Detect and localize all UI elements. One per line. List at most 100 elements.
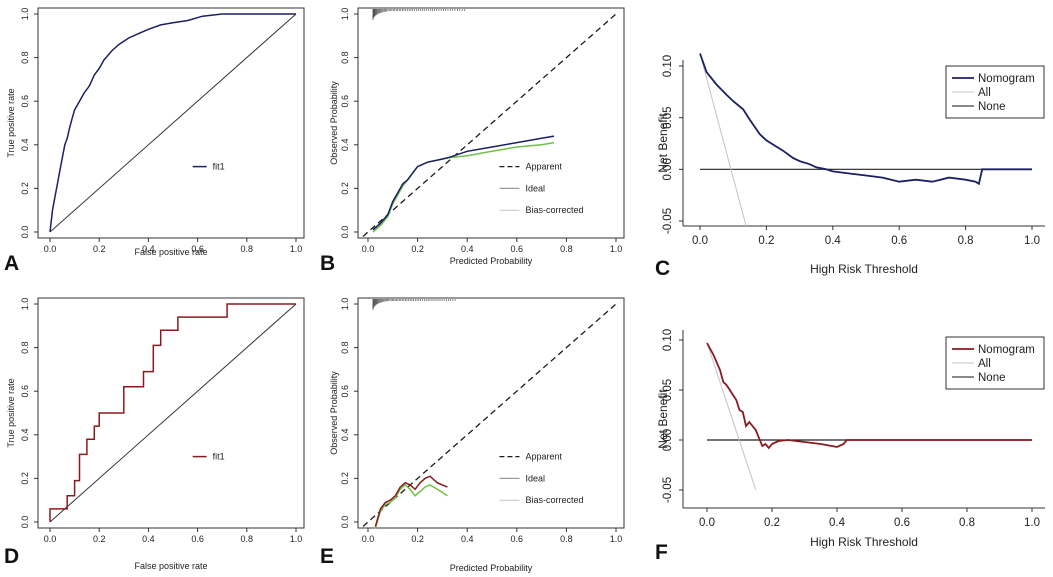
panel-c-y-tick-label: 0.05	[662, 106, 674, 128]
panel-e-frame	[357, 297, 625, 529]
panel-c-x-tick-label: 0.8	[958, 235, 974, 247]
panel-c-x-tick-label: 0.2	[758, 235, 774, 247]
panel-b-y-tick-label: 0.6	[340, 95, 350, 108]
panel-a-frame	[37, 7, 305, 239]
panel-e-apparent-line	[374, 475, 448, 527]
panel-f-x-tick-label: 0.4	[829, 517, 846, 529]
panel-f-nomogram-line	[706, 342, 1032, 450]
panel-a-y-axis-label: True positive rate	[6, 88, 16, 157]
panel-e-y-tick-label: 0.2	[340, 472, 350, 485]
panel-a-y-tick-label: 0.8	[20, 51, 30, 64]
panel-e-x-tick-label: 0.4	[461, 534, 474, 544]
panel-a-y-tick-label: 0.0	[20, 226, 30, 239]
panel-a-x-tick-label: 0.2	[93, 244, 106, 254]
panel-d-x-tick-label: 0.4	[142, 534, 155, 544]
panel-d-legend-label: fit1	[213, 452, 225, 462]
panel-c-nomogram-line	[699, 53, 1032, 186]
panel-e-y-tick-label: 1.0	[340, 298, 350, 311]
panel-a-x-tick-label: 0.8	[241, 244, 254, 254]
panel-f-y-tick-label: 0.00	[662, 429, 674, 451]
panel-b-y-tick-label: 0.4	[340, 139, 350, 152]
panel-d-diagonal	[49, 303, 297, 523]
panel-c-x-tick-label: 1.0	[1024, 235, 1040, 247]
panel-c-letter: C	[655, 257, 670, 280]
panel-d-frame	[37, 297, 305, 529]
panel-e-x-axis-label: Predicted Probability	[450, 563, 533, 573]
panel-b-legend-label: Ideal	[525, 183, 545, 193]
panel-d-y-tick-label: 0.2	[20, 472, 30, 485]
panel-b-legend-label: Bias-corrected	[525, 205, 583, 215]
panel-f-y-tick-label: -0.05	[662, 477, 674, 503]
panel-a-roc-line	[49, 13, 296, 233]
panel-e-legend-label: Apparent	[525, 452, 562, 462]
panel-d-y-axis-label: True positive rate	[6, 378, 16, 447]
panel-d-x-tick-label: 1.0	[290, 534, 303, 544]
panel-e-legend-label: Bias-corrected	[525, 495, 583, 505]
panel-f-letter: F	[655, 541, 668, 564]
panel-d-x-tick-label: 0.8	[241, 534, 254, 544]
panel-b-y-tick-label: 0.8	[340, 51, 350, 64]
panel-e-y-tick-label: 0.6	[340, 385, 350, 398]
panel-b-x-tick-label: 0.2	[411, 244, 424, 254]
panel-b-y-axis-label: Observed Probability	[329, 81, 339, 165]
panel-b-frame	[357, 7, 625, 239]
panel-a-y-tick-label: 0.2	[20, 182, 30, 195]
panel-b-x-tick-label: 1.0	[610, 244, 623, 254]
panel-f-x-tick-label: 1.0	[1024, 517, 1040, 529]
panel-a-x-tick-label: 0.6	[191, 244, 204, 254]
panel-f-y-tick-label: 0.05	[662, 379, 674, 401]
panel-d-letter: D	[4, 545, 19, 568]
panel-b-x-axis-label: Predicted Probability	[450, 256, 533, 266]
panel-f-legend-label: None	[978, 372, 1006, 384]
panel-f-legend-label: All	[978, 358, 991, 370]
panel-a-x-tick-label: 0.0	[44, 244, 57, 254]
panel-c-x-tick-label: 0.6	[891, 235, 907, 247]
panel-f-y-tick-label: 0.10	[662, 329, 674, 351]
panel-a-legend-label: fit1	[213, 162, 225, 172]
panel-e-bias-corrected-line	[374, 483, 448, 529]
panel-d-y-tick-label: 0.0	[20, 516, 30, 529]
panel-f-all-line	[706, 342, 757, 491]
panel-c-x-axis-label: High Risk Threshold	[810, 262, 918, 276]
panel-b-letter: B	[320, 252, 335, 275]
panel-b-y-tick-label: 0.0	[340, 226, 350, 239]
panel-e-letter: E	[320, 545, 334, 568]
panel-f-x-tick-label: 0.0	[699, 517, 715, 529]
panel-e-legend-label: Ideal	[525, 473, 545, 483]
panel-c-legend-label: All	[978, 87, 991, 99]
panel-a-letter: A	[4, 252, 19, 275]
panel-b-x-tick-label: 0.8	[560, 244, 573, 254]
panel-b-legend-label: Apparent	[525, 162, 562, 172]
panel-f-x-axis-label: High Risk Threshold	[810, 535, 918, 549]
panel-f-x-tick-label: 0.6	[894, 517, 910, 529]
panel-e-y-axis-label: Observed Probability	[329, 371, 339, 455]
panel-d-y-tick-label: 1.0	[20, 298, 30, 311]
panel-e-x-tick-label: 0.6	[511, 534, 524, 544]
panel-a-y-tick-label: 0.4	[20, 139, 30, 152]
panel-c-y-axis-label: Net Benefit	[656, 113, 670, 173]
panel-a-y-tick-label: 0.6	[20, 95, 30, 108]
panel-d-y-tick-label: 0.6	[20, 385, 30, 398]
panel-e-y-tick-label: 0.8	[340, 341, 350, 354]
panel-f-legend-label: Nomogram	[978, 344, 1035, 356]
panel-e-ideal-dashed	[362, 303, 617, 527]
panel-d-x-tick-label: 0.6	[191, 534, 204, 544]
panel-f-x-tick-label: 0.8	[959, 517, 975, 529]
panel-a-diagonal	[49, 13, 297, 233]
panel-d-x-axis-label: False positive rate	[134, 561, 207, 571]
panel-c-legend-label: Nomogram	[978, 73, 1035, 85]
panel-a-x-tick-label: 1.0	[290, 244, 303, 254]
panel-d-x-tick-label: 0.2	[93, 534, 106, 544]
panel-b-x-tick-label: 0.0	[362, 244, 375, 254]
panel-e-y-tick-label: 0.4	[340, 429, 350, 442]
panel-b-x-tick-label: 0.4	[461, 244, 474, 254]
panel-d-y-tick-label: 0.4	[20, 429, 30, 442]
panel-c-y-tick-label: 0.10	[662, 55, 674, 77]
panel-a-y-tick-label: 1.0	[20, 8, 30, 21]
panel-e-x-tick-label: 0.0	[362, 534, 375, 544]
panel-d-x-tick-label: 0.0	[44, 534, 57, 544]
panel-e-x-tick-label: 0.8	[560, 534, 573, 544]
panel-f-x-tick-label: 0.2	[764, 517, 780, 529]
panel-c-y-tick-label: -0.05	[662, 208, 674, 234]
